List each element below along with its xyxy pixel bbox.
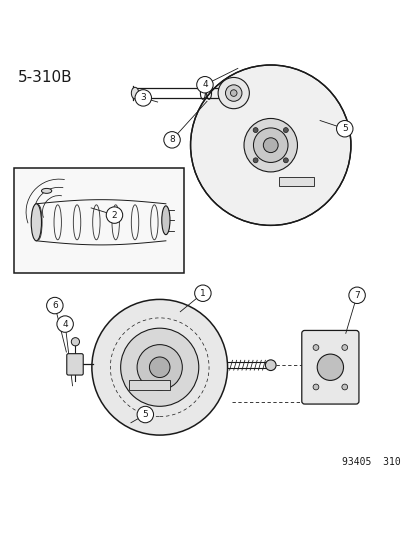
Circle shape [57,316,73,332]
Circle shape [312,384,318,390]
Text: 5: 5 [142,410,148,419]
Circle shape [263,138,278,152]
Circle shape [341,345,347,350]
Circle shape [137,406,153,423]
Circle shape [218,77,249,109]
Text: 6: 6 [52,301,57,310]
Circle shape [265,360,275,370]
Ellipse shape [161,206,170,235]
Circle shape [137,345,182,390]
Text: 3: 3 [140,93,146,102]
Circle shape [194,285,211,302]
Circle shape [243,118,297,172]
Circle shape [253,128,287,163]
Circle shape [283,158,287,163]
Text: 4: 4 [62,320,68,328]
Circle shape [196,77,213,93]
Circle shape [164,132,180,148]
Text: 5-310B: 5-310B [18,70,72,85]
Circle shape [252,158,257,163]
Circle shape [47,297,63,314]
Circle shape [230,90,237,96]
Circle shape [149,357,170,377]
Text: 8: 8 [169,135,175,144]
Circle shape [316,354,343,381]
Ellipse shape [131,87,138,99]
Circle shape [135,90,151,106]
Circle shape [312,345,318,350]
Text: 1: 1 [199,289,205,298]
Circle shape [348,287,364,303]
FancyBboxPatch shape [66,354,83,375]
Text: 5: 5 [341,124,347,133]
Text: 4: 4 [202,80,207,89]
Circle shape [341,384,347,390]
Circle shape [252,127,257,133]
Circle shape [120,328,198,406]
FancyBboxPatch shape [128,379,170,390]
Text: 7: 7 [354,291,359,300]
FancyBboxPatch shape [278,177,313,187]
FancyBboxPatch shape [14,168,184,273]
Circle shape [283,127,287,133]
Circle shape [106,207,122,223]
Text: 2: 2 [112,211,117,220]
Circle shape [71,337,79,346]
Circle shape [336,120,352,137]
Ellipse shape [31,204,41,241]
FancyBboxPatch shape [301,330,358,404]
Circle shape [190,65,350,225]
Circle shape [225,85,241,101]
Text: 93405  310: 93405 310 [341,457,399,467]
Circle shape [92,300,227,435]
Ellipse shape [41,188,52,193]
